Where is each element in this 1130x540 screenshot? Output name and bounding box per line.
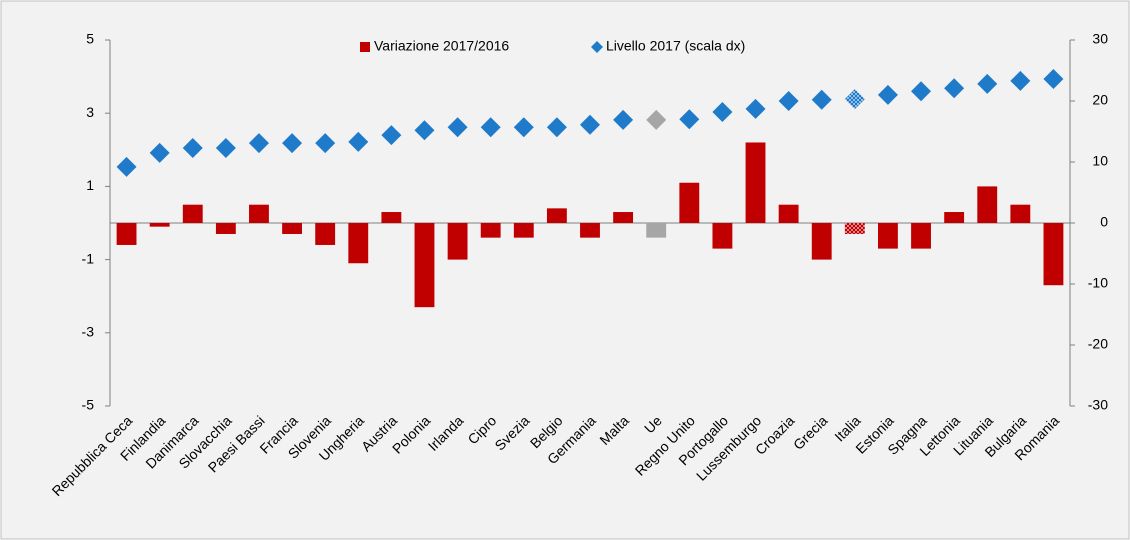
y2-tick-label: -20 xyxy=(1088,336,1108,352)
diamond-marker xyxy=(215,137,236,158)
y-tick-label: 1 xyxy=(86,177,94,193)
diamond-marker xyxy=(513,117,534,138)
bar xyxy=(844,223,865,234)
bar xyxy=(878,223,898,249)
y-tick-label: -5 xyxy=(82,397,95,413)
diamond-marker xyxy=(712,101,733,122)
diamond-marker xyxy=(646,109,667,130)
diamond-marker xyxy=(778,91,799,111)
diamond-marker xyxy=(182,137,203,158)
bar xyxy=(712,223,733,249)
legend-label: Livello 2017 (scala dx) xyxy=(606,38,745,54)
bar xyxy=(1043,223,1064,286)
bar xyxy=(414,223,435,308)
bar xyxy=(778,204,799,223)
bar xyxy=(513,223,534,238)
bar xyxy=(679,182,700,223)
bar xyxy=(911,223,931,249)
diamond-marker xyxy=(149,142,170,163)
y2-tick-label: 0 xyxy=(1100,214,1108,230)
diamond-marker xyxy=(811,89,832,110)
legend-swatch xyxy=(360,42,370,52)
bar xyxy=(580,223,600,238)
diamond-marker xyxy=(877,84,898,105)
bar xyxy=(182,204,203,223)
diamond-marker xyxy=(282,133,303,154)
y2-tick-label: 10 xyxy=(1092,153,1108,169)
bar xyxy=(944,212,965,223)
bar xyxy=(811,223,832,260)
y-tick-label: 3 xyxy=(86,104,94,120)
bar xyxy=(215,223,236,234)
diamond-marker xyxy=(414,120,435,141)
bar xyxy=(646,223,667,238)
diamond-marker xyxy=(944,78,965,99)
bar xyxy=(282,223,302,234)
bar xyxy=(613,212,634,223)
bar xyxy=(348,223,369,264)
y2-tick-label: -30 xyxy=(1088,397,1108,413)
diamond-marker xyxy=(977,73,998,94)
bar xyxy=(149,223,170,227)
bar xyxy=(480,223,501,238)
diamond-marker xyxy=(1010,70,1031,91)
bar xyxy=(745,142,766,223)
legend-label: Variazione 2017/2016 xyxy=(374,38,509,54)
y2-tick-label: -10 xyxy=(1088,275,1108,291)
diamond-marker xyxy=(613,109,634,130)
legend-swatch xyxy=(591,41,603,53)
diamond-marker xyxy=(679,109,700,130)
bar xyxy=(249,204,269,223)
bar xyxy=(381,212,402,223)
diamond-marker xyxy=(745,98,766,119)
bar xyxy=(977,186,998,223)
y-tick-label: -1 xyxy=(82,250,95,266)
bar xyxy=(447,223,468,260)
y2-tick-label: 20 xyxy=(1092,92,1108,108)
diamond-marker xyxy=(116,156,137,177)
diamond-marker xyxy=(580,114,600,135)
diamond-marker xyxy=(381,125,402,146)
diamond-marker xyxy=(248,133,269,154)
bar xyxy=(315,223,336,245)
diamond-marker xyxy=(546,117,567,138)
diamond-marker xyxy=(447,117,468,138)
y-tick-label: 5 xyxy=(86,31,94,47)
diamond-marker xyxy=(1043,69,1064,90)
bar xyxy=(546,208,567,223)
diamond-marker xyxy=(844,89,865,110)
bar xyxy=(116,223,137,245)
y-tick-label: -3 xyxy=(82,324,95,340)
bar xyxy=(1010,204,1031,223)
diamond-marker xyxy=(911,81,932,102)
diamond-marker xyxy=(315,133,336,154)
diamond-marker xyxy=(480,117,501,138)
y2-tick-label: 30 xyxy=(1092,31,1108,47)
diamond-marker xyxy=(348,131,369,152)
